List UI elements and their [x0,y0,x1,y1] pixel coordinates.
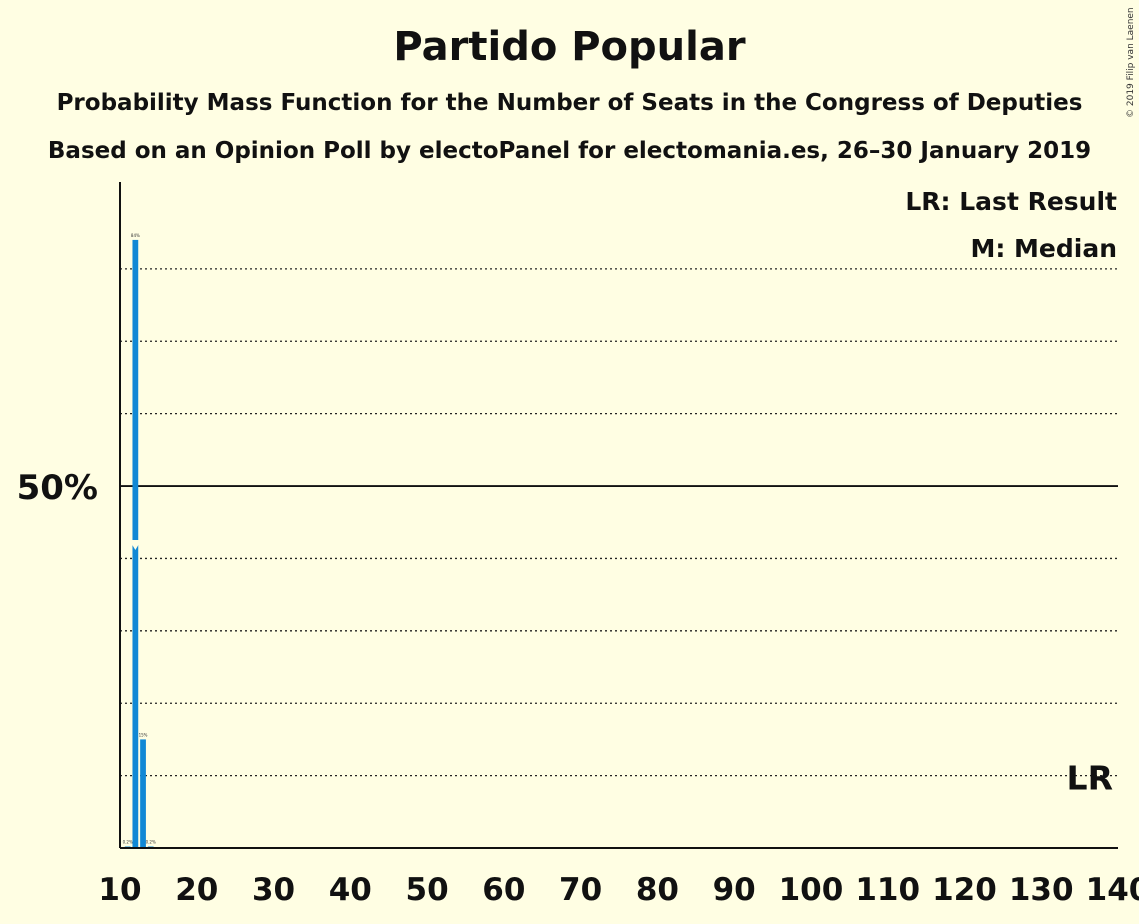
chart-title: Partido Popular [393,24,746,70]
x-tick-label-20: 20 [175,872,218,908]
x-tick-label-110: 110 [855,872,920,908]
labels: 50% 0.2% 84% 15% 0.2% 10 20 30 40 50 60 70 80 90 100 11… [17,187,1139,908]
bar-label-12: 84% [131,233,140,238]
median-marker [129,540,142,551]
bars [124,239,154,849]
x-tick-label-50: 50 [406,872,449,908]
x-tick-label-140: 140 [1086,872,1139,908]
x-tick-label-100: 100 [779,872,844,908]
x-tick-label-40: 40 [329,872,372,908]
bar-13 [140,739,146,848]
x-tick-label-10: 10 [98,872,141,908]
x-tick-label-120: 120 [932,872,997,908]
bar-label-13: 15% [139,732,148,737]
x-tick-label-80: 80 [636,872,679,908]
last-result-label: LR [1067,759,1113,798]
legend-entry-0: LR: Last Result [905,187,1117,216]
chart-source: Based on an Opinion Poll by electoPanel … [47,138,1092,164]
legend-entry-1: M: Median [970,234,1117,263]
x-tick-label-70: 70 [559,872,602,908]
x-tick-label-130: 130 [1009,872,1074,908]
gridlines [120,268,1118,777]
x-tick-label-30: 30 [252,872,295,908]
chart-subtitle: Probability Mass Function for the Number… [56,90,1083,116]
bar-label-14: 0.2% [146,840,156,845]
x-tick-label-90: 90 [713,872,756,908]
y-tick-label-50: 50% [17,468,98,508]
bar-label-11: 0.2% [123,840,133,845]
x-tick-label-60: 60 [482,872,525,908]
axes [119,182,1118,849]
